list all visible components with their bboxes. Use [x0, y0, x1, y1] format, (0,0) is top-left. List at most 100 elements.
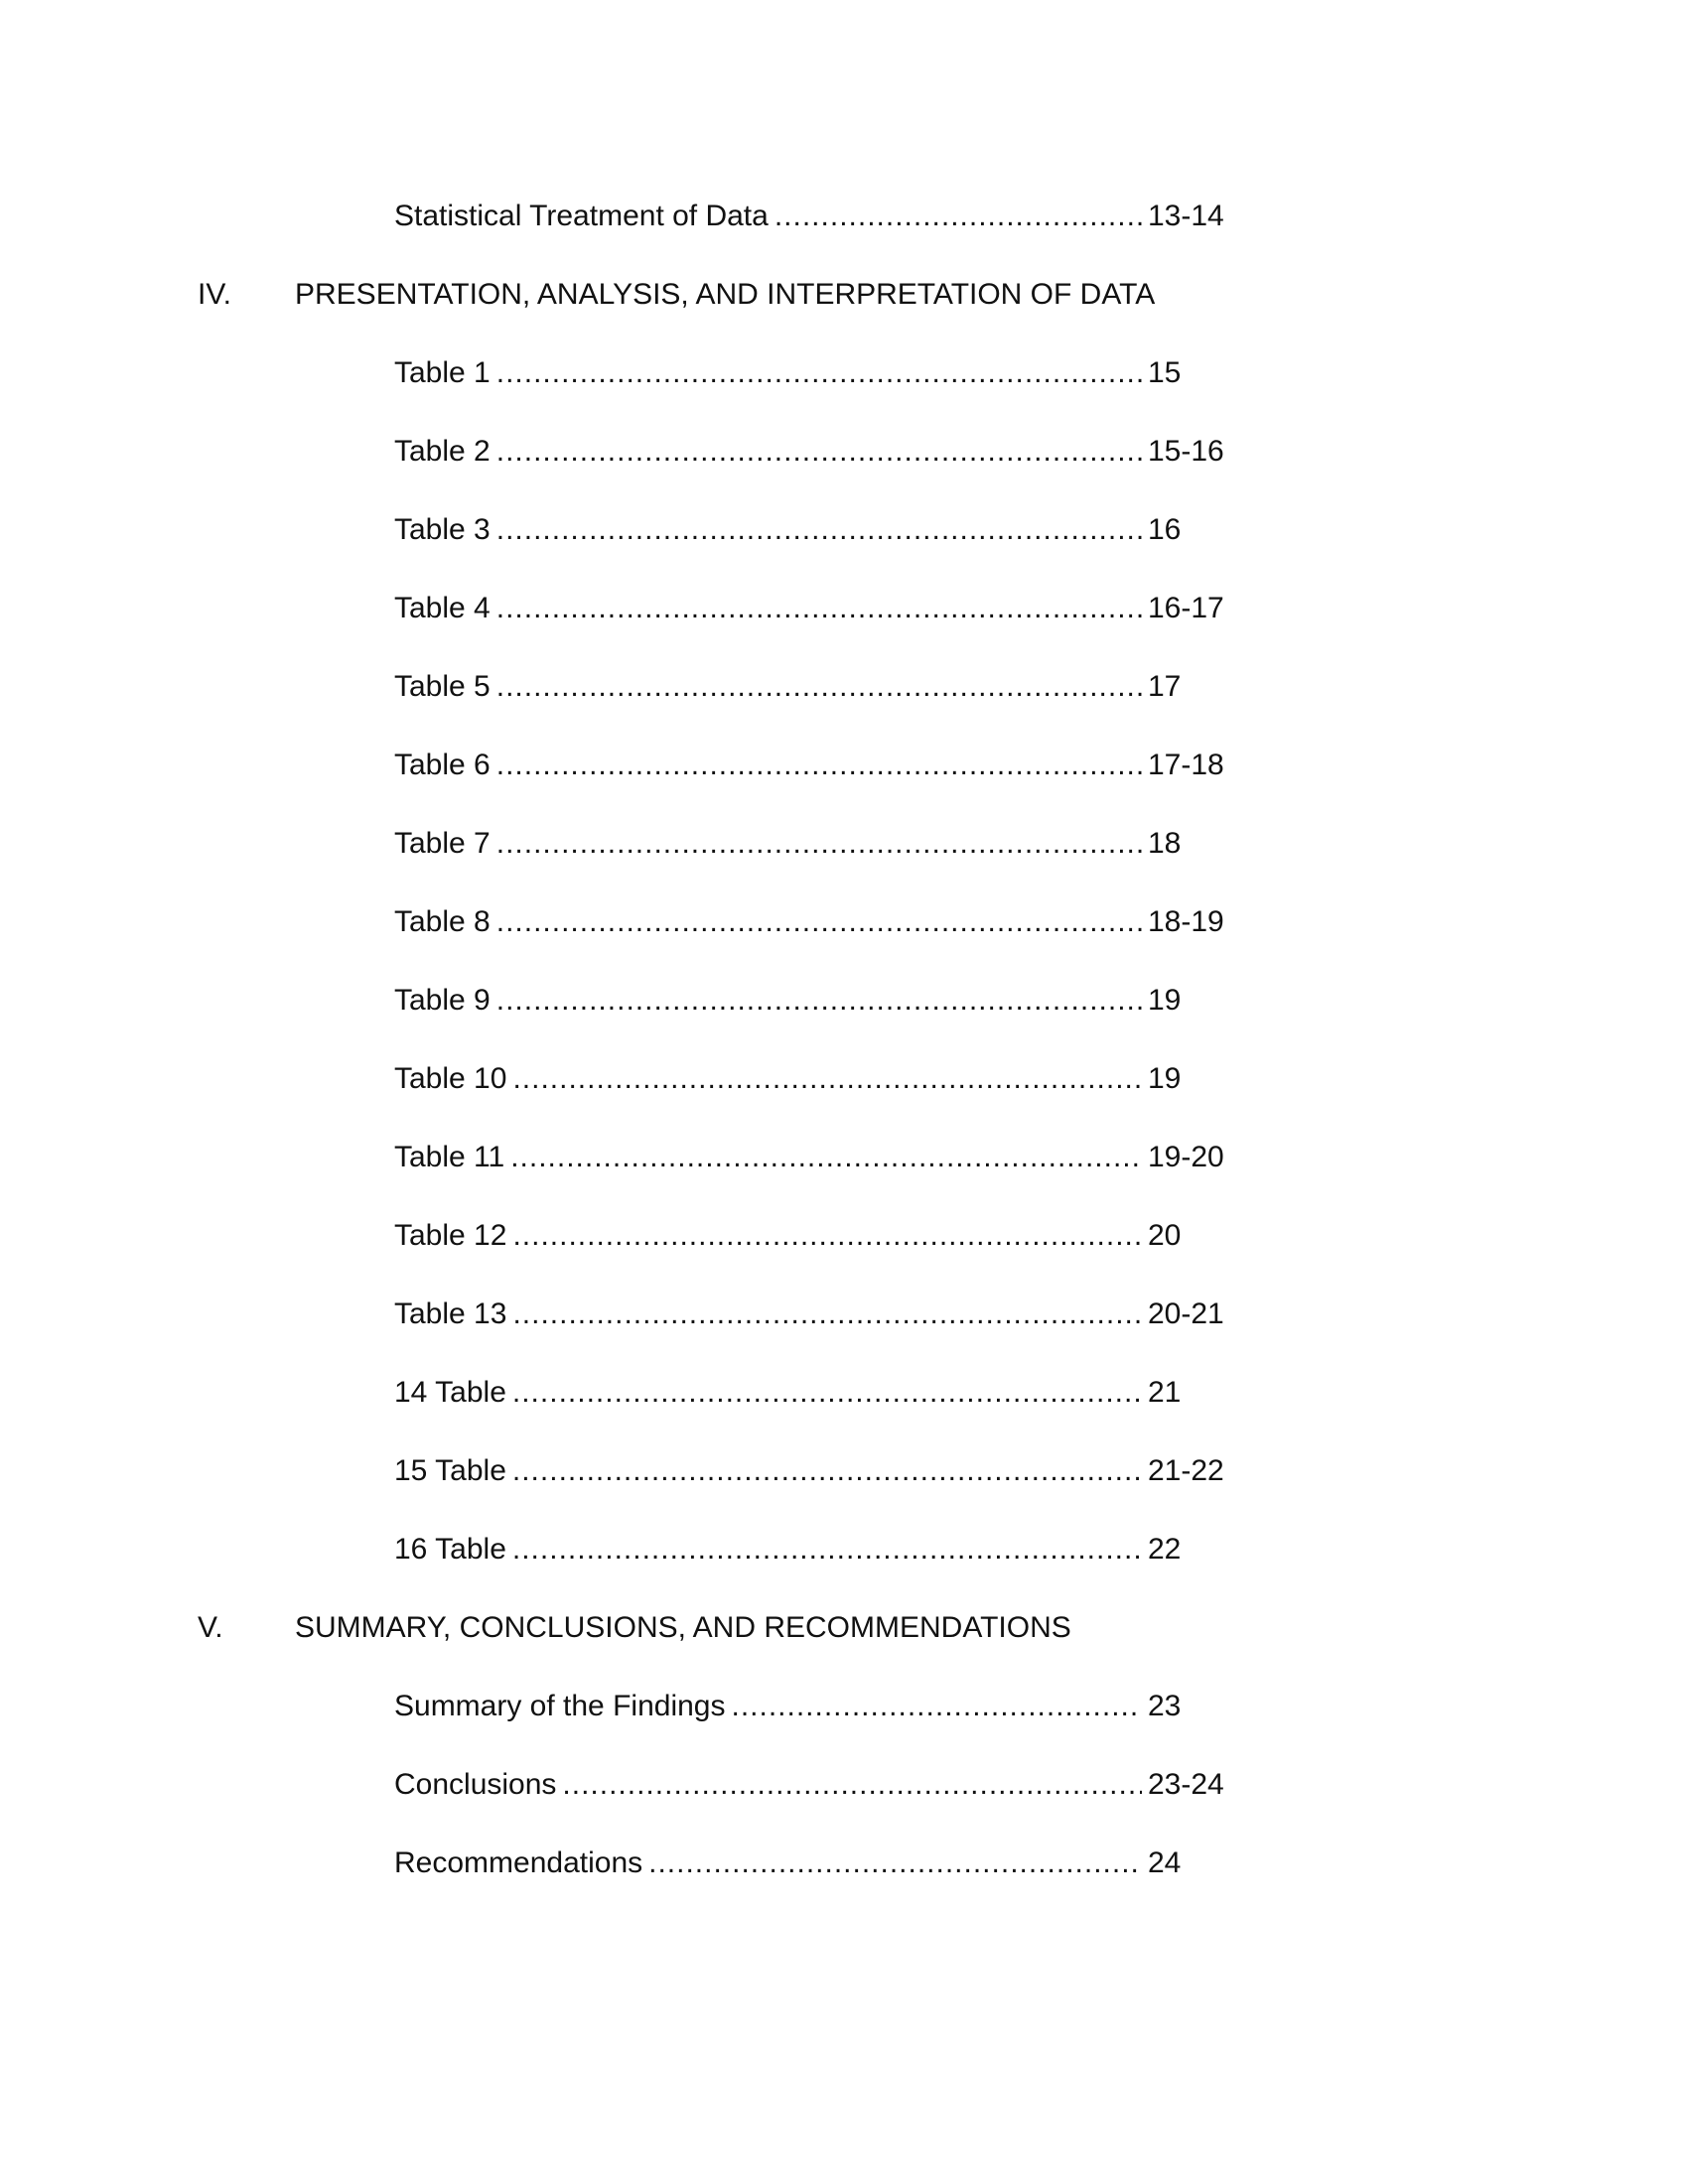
dot-leader: [512, 1530, 1142, 1570]
dot-leader: [496, 746, 1142, 785]
toc-entry-label-wrap: Table 5: [394, 667, 1148, 707]
dot-leader: [512, 1373, 1142, 1413]
toc-entry-label: 14 Table: [394, 1376, 506, 1409]
toc-entry: 15 Table 21-22: [0, 1451, 1688, 1491]
toc-entry-label: Table 10: [394, 1062, 507, 1095]
toc-entry-label: Table 11: [394, 1141, 505, 1173]
toc-page-number: 16-17: [1148, 592, 1224, 624]
toc-entry-label-wrap: 15 Table: [394, 1451, 1148, 1491]
toc-chapter-heading: IV. PRESENTATION, ANALYSIS, AND INTERPRET…: [0, 275, 1688, 315]
toc-entry: Conclusions 23-24: [0, 1765, 1688, 1805]
toc-entry: Table 10 19: [0, 1059, 1688, 1099]
dot-leader: [510, 1138, 1142, 1177]
toc-entry-label: Recommendations: [394, 1846, 643, 1879]
dot-leader: [512, 1295, 1142, 1334]
toc-entry: Table 8 18-19: [0, 902, 1688, 942]
toc-page-number: 23-24: [1148, 1768, 1224, 1801]
toc-entry-label-wrap: 16 Table: [394, 1530, 1148, 1570]
dot-leader: [496, 510, 1142, 550]
toc-entry-label-wrap: Table 8: [394, 902, 1148, 942]
toc-entry-label-wrap: Table 10: [394, 1059, 1148, 1099]
toc-entry-label-wrap: Table 1: [394, 353, 1148, 393]
toc-entry-label-wrap: Table 11: [394, 1138, 1148, 1177]
toc-entry: Table 6 17-18: [0, 746, 1688, 785]
toc-entry-label: Table 13: [394, 1297, 507, 1330]
dot-leader: [512, 1451, 1142, 1491]
chapter-title: PRESENTATION, ANALYSIS, AND INTERPRETATI…: [295, 278, 1156, 311]
toc-entry-label-wrap: Table 3: [394, 510, 1148, 550]
toc-entry: 16 Table 22: [0, 1530, 1688, 1570]
toc-entry-label: Table 2: [394, 435, 491, 468]
dot-leader: [512, 1059, 1142, 1099]
toc-page-number: 17: [1148, 670, 1182, 703]
toc-page-number: 16: [1148, 513, 1182, 546]
toc-entry-label: Table 12: [394, 1219, 507, 1252]
dot-leader: [496, 981, 1142, 1021]
toc-entry-label: 16 Table: [394, 1533, 506, 1566]
toc-entry-label: Table 7: [394, 827, 491, 860]
dot-leader: [496, 824, 1142, 864]
toc-entry-label: Table 4: [394, 592, 491, 624]
dot-leader: [496, 353, 1142, 393]
toc-page-number: 15: [1148, 356, 1182, 389]
toc-entry-label: Summary of the Findings: [394, 1690, 726, 1722]
toc-entry-label-wrap: Statistical Treatment of Data: [394, 197, 1148, 236]
toc-page-number: 18: [1148, 827, 1182, 860]
toc-entry: Summary of the Findings 23: [0, 1687, 1688, 1726]
toc-entry: Table 13 20-21: [0, 1295, 1688, 1334]
dot-leader: [648, 1843, 1142, 1883]
dot-leader: [731, 1687, 1142, 1726]
toc-entry-label-wrap: Recommendations: [394, 1843, 1148, 1883]
toc-entry: Table 2 15-16: [0, 432, 1688, 472]
dot-leader: [562, 1765, 1142, 1805]
toc-entry: Table 12 20: [0, 1216, 1688, 1256]
toc-page-number: 17-18: [1148, 749, 1224, 781]
toc-entry: Table 4 16-17: [0, 589, 1688, 628]
toc-page-number: 19: [1148, 1062, 1182, 1095]
toc-entry-label: Table 8: [394, 905, 491, 938]
dot-leader: [496, 589, 1142, 628]
toc-page-number: 18-19: [1148, 905, 1224, 938]
toc-page-number: 20: [1148, 1219, 1182, 1252]
dot-leader: [496, 667, 1142, 707]
toc-page-number: 13-14: [1148, 200, 1224, 232]
toc-entry-label-wrap: Table 7: [394, 824, 1148, 864]
toc-entry: Table 3 16: [0, 510, 1688, 550]
toc-page-number: 19: [1148, 984, 1182, 1017]
chapter-number: V.: [198, 1611, 223, 1644]
toc-page-number: 19-20: [1148, 1141, 1224, 1173]
toc-entry-label-wrap: Table 13: [394, 1295, 1148, 1334]
toc-page-number: 21-22: [1148, 1454, 1224, 1487]
toc-page-number: 20-21: [1148, 1297, 1224, 1330]
toc-entry-label-wrap: Conclusions: [394, 1765, 1148, 1805]
toc-entry: Recommendations 24: [0, 1843, 1688, 1883]
toc-entry-label-wrap: Table 4: [394, 589, 1148, 628]
chapter-title: SUMMARY, CONCLUSIONS, AND RECOMMENDATION…: [295, 1611, 1071, 1644]
toc-page-number: 22: [1148, 1533, 1182, 1566]
dot-leader: [512, 1216, 1142, 1256]
toc-entry-label-wrap: Summary of the Findings: [394, 1687, 1148, 1726]
toc-page-number: 24: [1148, 1846, 1182, 1879]
toc-page-number: 15-16: [1148, 435, 1224, 468]
toc-entry: Table 1 15: [0, 353, 1688, 393]
chapter-number: IV.: [198, 278, 231, 311]
toc-entry: Table 5 17: [0, 667, 1688, 707]
toc-entry-label-wrap: Table 2: [394, 432, 1148, 472]
toc-chapter-heading: V. SUMMARY, CONCLUSIONS, AND RECOMMENDATI…: [0, 1608, 1688, 1648]
toc-entry-label: Table 3: [394, 513, 491, 546]
toc-entry-label: Table 6: [394, 749, 491, 781]
toc-entry-label: 15 Table: [394, 1454, 506, 1487]
toc-entry: Table 11 19-20: [0, 1138, 1688, 1177]
toc-entry-label-wrap: Table 6: [394, 746, 1148, 785]
toc-entry-label-wrap: Table 9: [394, 981, 1148, 1021]
toc-entry: Statistical Treatment of Data 13-14: [0, 197, 1688, 236]
dot-leader: [496, 902, 1142, 942]
toc-entry-label: Table 5: [394, 670, 491, 703]
toc-entry-label: Table 1: [394, 356, 491, 389]
toc-entry-label: Table 9: [394, 984, 491, 1017]
toc-page-number: 21: [1148, 1376, 1182, 1409]
toc-entry: Table 9 19: [0, 981, 1688, 1021]
toc-entry-label: Conclusions: [394, 1768, 557, 1801]
toc-page-number: 23: [1148, 1690, 1182, 1722]
toc-entry-label: Statistical Treatment of Data: [394, 200, 769, 232]
